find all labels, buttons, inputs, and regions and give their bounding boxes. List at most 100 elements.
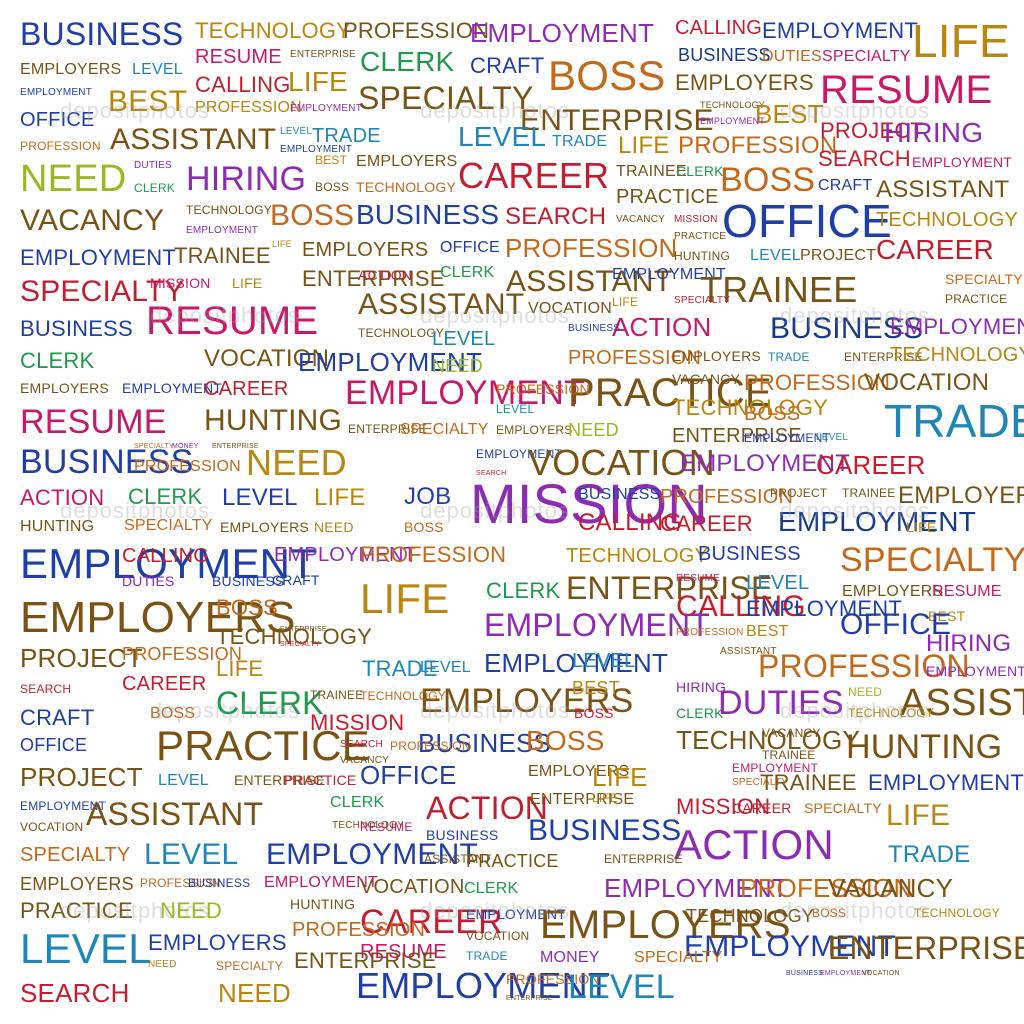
word-level: LEVEL (280, 126, 313, 137)
word-clerk: CLERK (134, 181, 176, 195)
word-hunting: HUNTING (20, 518, 95, 535)
word-mission: MISSION (676, 794, 771, 819)
word-specialty: SPECIALTY (124, 517, 213, 534)
word-technology: TECHNOLOGY (216, 624, 373, 649)
word-technology: TECHNOLOGY (914, 906, 1001, 920)
word-business: BUSINESS (20, 16, 184, 52)
word-resume: RESUME (932, 583, 1002, 600)
watermark-text: depositphotos (420, 498, 570, 523)
word-vocation: VOCATION (862, 970, 900, 977)
word-project: PROJECT (20, 762, 143, 792)
word-business: BUSINESS (698, 543, 801, 565)
word-specialty: SPECIALTY (400, 421, 489, 438)
word-employment: EMPLOYMENT (484, 648, 669, 678)
word-vocation: VOCATION (864, 369, 990, 396)
word-career: CAREER (204, 378, 289, 400)
word-business: BUSINESS (528, 814, 682, 847)
watermark-text: depositphotos (420, 98, 570, 123)
word-level: LEVEL (144, 838, 239, 871)
word-profession: PROFESSION (360, 542, 507, 567)
word-specialty: SPECIALTY (216, 959, 283, 973)
word-hiring: HIRING (676, 679, 727, 695)
word-boss: BOSS (270, 199, 355, 232)
word-resume: RESUME (676, 573, 720, 584)
word-technology: TECHNOLOGY (890, 344, 1024, 366)
word-profession: PROFESSION (292, 919, 426, 941)
word-employers: EMPLOYERS (20, 380, 109, 396)
word-employment: EMPLOYMENT (20, 245, 177, 270)
word-vacancy: VACANCY (828, 873, 954, 903)
word-mission: MISSION (674, 214, 718, 225)
word-profession: PROFESSION (660, 486, 794, 508)
word-boss: BOSS (720, 161, 816, 199)
word-employment: EMPLOYMENT (746, 596, 903, 621)
word-hunting: HUNTING (674, 249, 731, 263)
word-level: LEVEL (750, 247, 801, 264)
word-assistant: ASSISTANT (358, 288, 525, 321)
word-enterprise: ENTERPRISE (506, 995, 553, 1002)
word-need: NEED (848, 685, 883, 699)
word-employment: EMPLOYMENT (868, 770, 1024, 795)
word-trainee: TRAINEE (616, 163, 687, 180)
watermark-text: depositphotos (150, 303, 300, 328)
word-profession: PROFESSION (678, 132, 838, 159)
word-practice: PRACTICE (20, 898, 133, 923)
word-profession: PROFESSION (505, 233, 678, 263)
word-life: LIFE (216, 656, 264, 681)
word-assistant: ASSISTANT (876, 176, 1010, 203)
word-boss: BOSS (812, 906, 847, 920)
word-trade: TRADE (362, 656, 438, 681)
word-project: PROJECT (20, 643, 143, 673)
word-employment: EMPLOYMENT (820, 970, 872, 977)
word-office: OFFICE (20, 109, 95, 131)
word-employment: EMPLOYMENT (762, 18, 919, 43)
word-enterprise: ENTERPRISE (280, 626, 327, 633)
word-specialty: SPECIALTY (280, 641, 320, 648)
word-best: BEST (572, 678, 620, 698)
word-trade: TRADE (552, 133, 608, 150)
word-clerk: CLERK (20, 348, 95, 373)
watermark-text: depositphotos (780, 898, 930, 923)
word-technology: TECHNOLOGY (700, 100, 766, 110)
word-level: LEVEL (432, 328, 496, 350)
word-career: CAREER (732, 800, 792, 816)
word-boss: BOSS (526, 725, 605, 756)
word-employment: EMPLOYMENT (264, 874, 379, 891)
word-assistant: ASSISTANT (900, 682, 1024, 724)
word-enterprise: ENTERPRISE (294, 948, 437, 973)
word-duties: DUTIES (134, 160, 172, 171)
word-boss: BOSS (574, 705, 614, 721)
word-hiring: HIRING (884, 117, 984, 148)
word-profession: PROFESSION (506, 971, 600, 987)
word-trade: TRADE (312, 125, 381, 147)
word-action: ACTION (426, 790, 549, 826)
word-search: SEARCH (476, 470, 507, 477)
word-clerk: CLERK (464, 880, 519, 897)
word-enterprise: ENTERPRISE (212, 443, 259, 450)
word-employment: EMPLOYMENT (266, 838, 479, 871)
word-employment: EMPLOYMENT (778, 506, 977, 537)
word-level: LEVEL (132, 61, 183, 78)
word-employers: EMPLOYERS (842, 583, 944, 600)
word-boss: BOSS (548, 52, 666, 99)
word-clerk: CLERK (216, 685, 324, 721)
word-specialty: SPECIALTY (358, 80, 534, 116)
word-business: BUSINESS (20, 443, 194, 481)
watermark-text: depositphotos (150, 698, 300, 723)
watermark-text: depositphotos (780, 98, 930, 123)
word-trainee: TRAINEE (310, 688, 364, 702)
word-employers: EMPLOYERS (420, 682, 634, 720)
word-employers: EMPLOYERS (20, 874, 134, 894)
word-project: PROJECT (800, 247, 877, 264)
word-career: CAREER (660, 511, 753, 536)
word-enterprise: ENTERPRISE (604, 852, 683, 866)
word-clerk: CLERK (440, 264, 495, 281)
word-technology: TECHNOLOGY (195, 18, 352, 43)
word-search: SEARCH (340, 739, 383, 750)
word-vocation: VOCATION (528, 442, 715, 483)
word-enterprise: ENTERPRISE (234, 772, 326, 788)
word-employers: EMPLOYERS (20, 593, 296, 642)
word-employment: EMPLOYMENT (122, 380, 223, 396)
word-trainee: TRAINEE (174, 243, 271, 268)
word-search: SEARCH (818, 146, 911, 171)
